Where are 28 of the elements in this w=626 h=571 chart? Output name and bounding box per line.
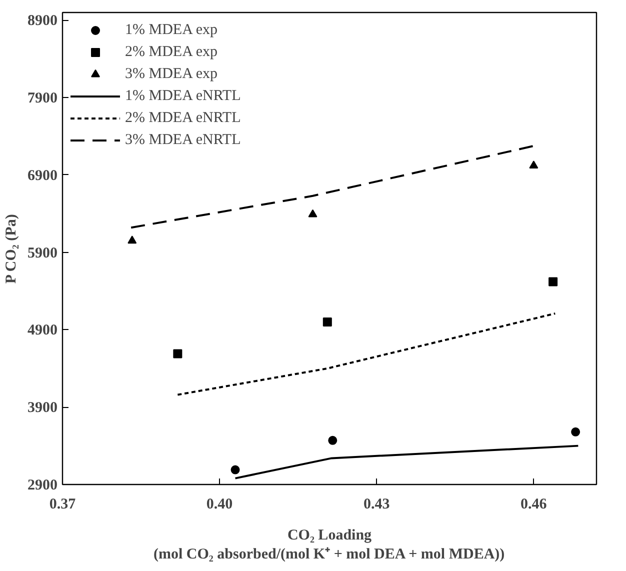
legend-label: 2% MDEA eNRTL [125, 110, 241, 126]
y-tick-label: 7900 [28, 90, 58, 107]
x-tick-label: 0.37 [49, 496, 76, 512]
x-tick-label: 0.46 [520, 496, 548, 512]
y-tick-label: 2900 [28, 478, 58, 494]
point [571, 427, 580, 436]
y-tick-label: 5900 [28, 245, 58, 262]
y-tick-label: 3900 [28, 400, 58, 416]
y-tick-label: 8900 [28, 13, 58, 30]
point [128, 236, 137, 244]
y-axis-title: P CO₂ (Pa) [4, 214, 20, 284]
x-axis-title: CO₂ Loading (mol CO₂ absorbed/(mol K⁺ + mol DEA + mol MDEA)) [154, 528, 505, 563]
y-tick-label: 4900 [28, 322, 58, 339]
point [308, 209, 318, 218]
y-tick-label: 6900 [28, 168, 58, 184]
x-tick-label: 0.43 [363, 496, 390, 512]
legend-label: 1% MDEA exp [125, 22, 218, 38]
point [328, 436, 338, 445]
x-tick-label: 0.40 [206, 496, 233, 512]
legend-label: 3% MDEA eNRTL [125, 132, 241, 148]
legend-label: 1% MDEA eNRTL [125, 88, 241, 104]
point [230, 465, 240, 474]
point [173, 349, 182, 358]
point [322, 318, 332, 327]
point [529, 160, 538, 169]
legend-label: 3% MDEA exp [125, 66, 218, 82]
point [548, 277, 558, 286]
legend-label: 2% MDEA exp [125, 44, 218, 60]
